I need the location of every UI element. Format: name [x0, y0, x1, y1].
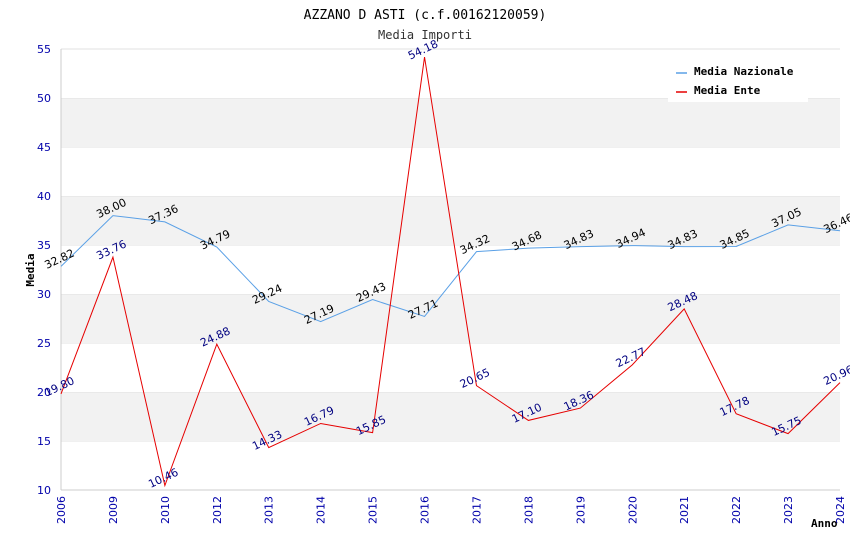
- x-tick-label: 2014: [315, 496, 328, 524]
- series-line-ente: [60, 56, 841, 488]
- grid-band: [61, 392, 840, 441]
- legend: Media Nazionale Media Ente: [668, 60, 808, 102]
- series-lines: [60, 56, 841, 488]
- grid-band: [61, 343, 840, 392]
- x-tick-label: 2013: [263, 496, 276, 524]
- grid-band: [61, 147, 840, 196]
- x-tick-label: 2006: [55, 496, 68, 524]
- legend-label-nazionale: Media Nazionale: [694, 65, 794, 78]
- y-tick-labels: 10 15 20 25 30 35 40 45 50 55: [37, 43, 51, 497]
- series-line-nazionale: [60, 215, 841, 323]
- grid-band: [61, 441, 840, 490]
- x-tick-label: 2024: [834, 496, 847, 524]
- y-axis-label: Media: [24, 253, 37, 286]
- x-axis-label: Anno: [811, 517, 838, 530]
- x-tick-label: 2019: [574, 496, 587, 524]
- x-tick-label: 2022: [730, 496, 743, 524]
- y-tick-label: 35: [37, 239, 51, 252]
- chart-subtitle: Media Importi: [378, 28, 472, 42]
- x-tick-label: 2020: [626, 496, 639, 524]
- y-tick-label: 10: [37, 484, 51, 497]
- legend-box: [668, 60, 808, 102]
- y-tick-label: 45: [37, 141, 51, 154]
- x-tick-label: 2021: [678, 496, 691, 524]
- grid-band: [61, 98, 840, 147]
- chart-title: AZZANO D ASTI (c.f.00162120059): [304, 8, 547, 23]
- y-tick-label: 30: [37, 288, 51, 301]
- x-tick-label: 2015: [367, 496, 380, 524]
- legend-label-ente: Media Ente: [694, 84, 761, 97]
- x-tick-label: 2009: [107, 496, 120, 524]
- y-tick-label: 15: [37, 435, 51, 448]
- grid-bands: [61, 48, 840, 490]
- x-tick-label: 2018: [522, 496, 535, 524]
- grid-band: [61, 294, 840, 343]
- x-tick-label: 2017: [470, 496, 483, 524]
- y-tick-label: 40: [37, 190, 51, 203]
- x-tick-label: 2023: [782, 496, 795, 524]
- y-tick-label: 50: [37, 92, 51, 105]
- y-tick-label: 55: [37, 43, 51, 56]
- x-tick-label: 2012: [211, 496, 224, 524]
- x-tick-label: 2016: [419, 496, 432, 524]
- y-tick-label: 25: [37, 337, 51, 350]
- x-tick-labels: 2006 2009 2010 2012 2013 2014 2015 2016 2017 2018…: [55, 496, 847, 524]
- grid-band: [61, 245, 840, 294]
- x-tick-label: 2010: [159, 496, 172, 524]
- axes: [60, 49, 840, 491]
- y-tick-label: 20: [37, 386, 51, 399]
